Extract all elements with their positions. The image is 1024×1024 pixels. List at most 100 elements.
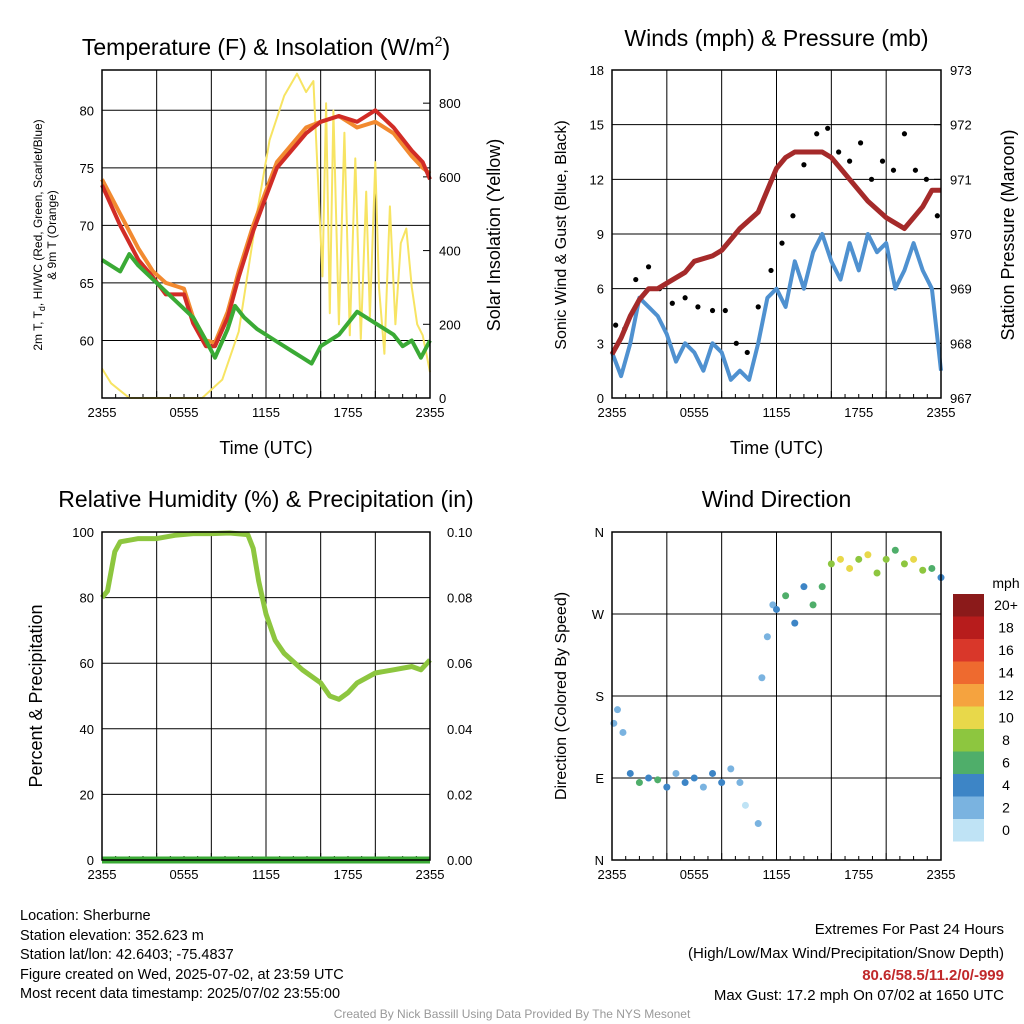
direction-point xyxy=(818,583,826,591)
plot-frame xyxy=(611,531,942,861)
series-line xyxy=(101,72,431,399)
series-line xyxy=(100,252,432,366)
legend-label: 14 xyxy=(998,665,1014,681)
y2-tick-label: 971 xyxy=(950,172,972,187)
station-location: Location: Sherburne xyxy=(20,908,151,924)
direction-point xyxy=(709,769,717,777)
y-tick-label: 80 xyxy=(80,103,94,118)
y-axis-label-line2: & 9m T (Orange) xyxy=(45,190,59,280)
y-axis-label: Direction (Colored By Speed) xyxy=(553,592,570,800)
y-tick-label: W xyxy=(592,607,605,622)
legend-swatch xyxy=(953,706,984,729)
legend-label: 6 xyxy=(1002,755,1010,771)
legend-swatch xyxy=(953,661,984,684)
direction-point xyxy=(741,801,749,809)
gust-point xyxy=(912,167,919,173)
x-tick-label: 1755 xyxy=(844,405,873,420)
legend-label: 18 xyxy=(998,620,1014,636)
speed-legend: mph 20+ 18 16 14 12 10 8 6 4 2 0 xyxy=(953,575,1020,842)
y2-tick-label: 967 xyxy=(950,391,972,406)
direction-point xyxy=(699,783,707,791)
x-tick-label: 0555 xyxy=(680,405,709,420)
x-tick-label: 2355 xyxy=(88,867,117,882)
legend-label: 0 xyxy=(1002,822,1010,838)
direction-point xyxy=(754,820,762,828)
direction-point xyxy=(855,555,863,563)
y2-tick-label: 0.06 xyxy=(447,656,472,671)
direction-point xyxy=(882,555,890,563)
gust-point xyxy=(682,295,688,301)
x-tick-label: 2355 xyxy=(927,867,956,882)
gust-point xyxy=(613,322,619,328)
chart-title: Temperature (F) & Insolation (W/m2) xyxy=(82,33,450,60)
recent-timestamp: Most recent data timestamp: 2025/07/02 2… xyxy=(20,986,341,1002)
direction-point xyxy=(654,776,662,784)
plot-frame xyxy=(101,531,431,861)
chart-panel-3: Relative Humidity (%) & Precipitation (i… xyxy=(26,486,474,882)
y-tick-label: 9 xyxy=(597,227,604,242)
legend-swatch xyxy=(953,729,984,752)
legend-swatch xyxy=(953,819,984,842)
legend-label: 8 xyxy=(1002,732,1010,748)
y2-tick-label: 0.02 xyxy=(447,787,472,802)
y-tick-label: S xyxy=(595,689,604,704)
plot-frame xyxy=(101,69,431,399)
figure-created: Figure created on Wed, 2025-07-02, at 23… xyxy=(20,966,344,983)
y-tick-label: 60 xyxy=(80,656,94,671)
legend-title: mph xyxy=(992,575,1019,591)
x-tick-label: 2355 xyxy=(598,867,627,882)
plot-frame xyxy=(611,69,942,399)
y2-axis-label: Station Pressure (Maroon) xyxy=(998,129,1018,340)
legend-swatch xyxy=(953,774,984,797)
legend-swatch xyxy=(953,594,984,617)
direction-point xyxy=(635,779,643,787)
direction-point xyxy=(864,551,872,559)
legend-label: 2 xyxy=(1002,800,1010,816)
y-axis-label: Percent & Precipitation xyxy=(26,604,46,787)
chart-title: Relative Humidity (%) & Precipitation (i… xyxy=(58,486,473,512)
y2-tick-label: 0.00 xyxy=(447,853,472,868)
legend-label: 10 xyxy=(998,710,1014,726)
direction-point xyxy=(910,555,918,563)
y2-tick-label: 972 xyxy=(950,118,972,133)
gust-point xyxy=(923,176,929,182)
y-tick-label: N xyxy=(595,853,604,868)
x-axis-label: Time (UTC) xyxy=(730,438,823,458)
legend-label: 12 xyxy=(998,687,1014,703)
y-tick-label: N xyxy=(595,525,604,540)
direction-point xyxy=(672,769,680,777)
y-tick-label: 75 xyxy=(80,161,94,176)
gust-point xyxy=(868,176,875,182)
x-tick-label: 1755 xyxy=(334,867,363,882)
direction-point xyxy=(626,769,634,777)
x-tick-label: 1155 xyxy=(763,405,791,420)
y2-tick-label: 400 xyxy=(439,244,461,259)
direction-point xyxy=(928,564,936,572)
direction-point xyxy=(619,728,627,736)
series-line xyxy=(100,114,432,345)
extremes-panel: Extremes For Past 24 Hours (High/Low/Max… xyxy=(688,918,1004,1006)
gust-point xyxy=(814,131,820,137)
legend-label: 20+ xyxy=(994,597,1018,613)
y2-tick-label: 0.04 xyxy=(447,722,472,737)
gust-point xyxy=(695,304,701,310)
legend-swatch xyxy=(953,616,984,639)
y-tick-label: 20 xyxy=(80,787,94,802)
y2-tick-label: 0.08 xyxy=(447,591,472,606)
y-tick-label: E xyxy=(595,771,604,786)
legend-label: 4 xyxy=(1002,777,1010,793)
chart-panel-2: Winds (mph) & Pressure (mb) 2355 0555 1155 1… xyxy=(553,25,1018,458)
y2-tick-label: 973 xyxy=(950,63,972,78)
station-info: Location: Sherburne Station elevation: 3… xyxy=(20,907,344,1005)
y2-tick-label: 200 xyxy=(439,317,461,332)
x-tick-label: 1755 xyxy=(844,867,873,882)
gust-point xyxy=(836,149,842,155)
gust-point xyxy=(801,162,807,168)
y-axis-label: Sonic Wind & Gust (Blue, Black) xyxy=(553,120,570,349)
direction-point xyxy=(836,555,844,563)
gust-point xyxy=(790,213,796,219)
direction-point xyxy=(873,569,881,577)
gust-point xyxy=(847,158,853,164)
gust-point xyxy=(779,240,785,246)
